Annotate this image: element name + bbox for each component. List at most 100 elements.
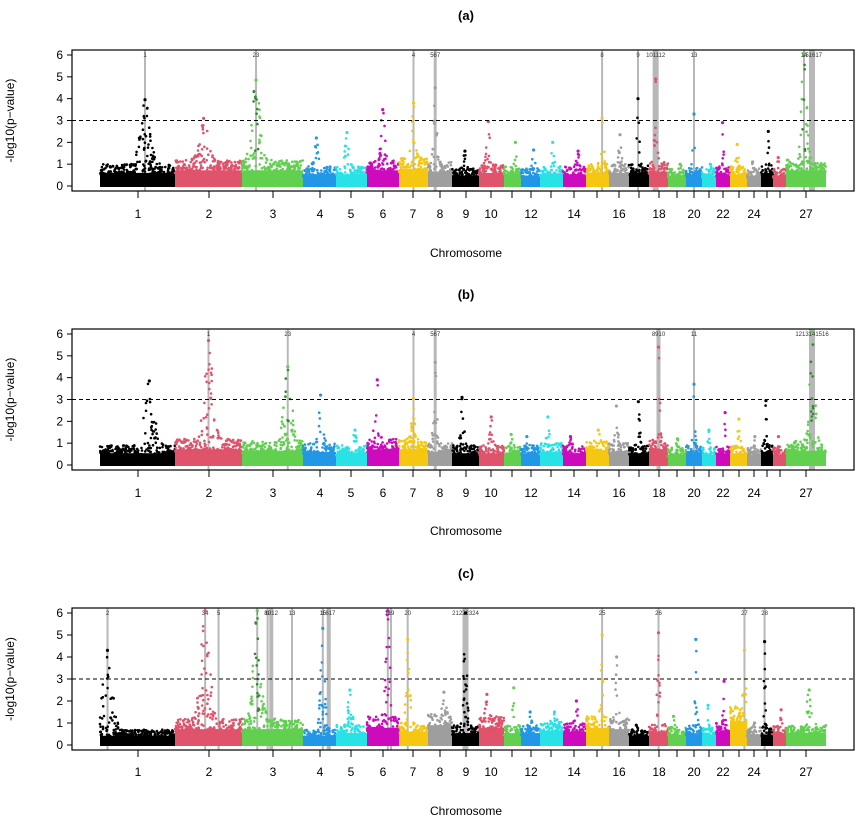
snp-point — [725, 169, 728, 172]
snp-point — [310, 162, 314, 166]
snp-point — [535, 174, 538, 177]
snp-point — [550, 448, 553, 452]
snp-point — [612, 172, 616, 176]
chromosome-11-points — [504, 432, 522, 466]
snp-point — [690, 163, 693, 166]
chromosome-14-points — [561, 149, 588, 187]
snp-point — [143, 164, 146, 168]
snp-point — [544, 172, 548, 176]
snp-point — [527, 453, 531, 457]
snp-point — [571, 452, 574, 456]
snp-point — [411, 449, 414, 452]
chromosome-20-points — [684, 112, 704, 187]
snp-point — [691, 149, 694, 152]
snp-point — [587, 164, 591, 168]
snp-point — [148, 135, 152, 138]
snp-point — [261, 440, 264, 444]
snp-point — [820, 164, 824, 168]
snp-point — [386, 449, 390, 453]
snp-point — [121, 447, 125, 451]
snp-point — [410, 120, 414, 123]
snp-point — [525, 442, 529, 445]
snp-point — [195, 165, 198, 169]
snp-point — [279, 446, 283, 450]
snp-point — [254, 164, 257, 168]
snp-point — [707, 170, 711, 174]
snp-point — [657, 433, 661, 436]
snp-point — [684, 452, 687, 456]
snp-point — [284, 395, 287, 398]
snp-point — [109, 170, 112, 173]
snp-point — [152, 430, 156, 433]
snp-point — [750, 175, 753, 179]
snp-point — [373, 441, 376, 445]
snp-point — [413, 445, 417, 449]
snp-point — [412, 417, 416, 421]
snp-point — [574, 174, 577, 178]
snp-point — [245, 446, 248, 450]
snp-point — [118, 453, 121, 457]
snp-point — [315, 446, 319, 449]
snp-point — [123, 163, 126, 166]
snp-point — [230, 161, 233, 164]
snp-point — [377, 434, 380, 437]
snp-point — [241, 171, 245, 174]
snp-point — [147, 143, 150, 146]
snp-point — [420, 450, 424, 454]
snp-point — [135, 150, 138, 154]
snp-point — [424, 447, 428, 451]
snp-point — [232, 445, 235, 448]
x-tick-label: 5 — [348, 207, 355, 221]
snp-point — [216, 436, 220, 440]
snp-point — [667, 450, 670, 454]
snp-point — [167, 163, 171, 167]
snp-point — [378, 157, 381, 161]
snp-point — [805, 130, 808, 133]
snp-point — [637, 435, 640, 439]
snp-point — [386, 162, 389, 165]
snp-point — [344, 447, 348, 450]
snp-point — [511, 170, 514, 173]
snp-point — [512, 443, 516, 447]
snp-point — [504, 173, 507, 177]
snp-point — [776, 166, 780, 170]
snp-point — [470, 172, 474, 176]
snp-point — [580, 453, 583, 457]
snp-point — [332, 168, 336, 172]
snp-point — [487, 449, 490, 453]
snp-point — [287, 419, 290, 423]
snp-point — [715, 445, 718, 449]
chromosome-5-points — [334, 130, 368, 187]
snp-point — [101, 452, 105, 455]
snp-point — [176, 439, 180, 443]
snp-point — [264, 161, 268, 164]
snp-point — [363, 171, 367, 174]
snp-point — [379, 134, 383, 138]
snp-point — [143, 453, 146, 456]
snp-point — [636, 400, 640, 404]
snp-point — [188, 448, 191, 452]
snp-point — [364, 444, 367, 448]
snp-point — [127, 173, 131, 177]
snp-point — [441, 169, 444, 173]
snp-point — [322, 172, 326, 175]
snp-point — [438, 172, 441, 175]
snp-point — [674, 442, 678, 445]
snp-point — [633, 443, 637, 447]
snp-point — [293, 435, 297, 438]
snp-point — [468, 173, 471, 177]
snp-point — [160, 166, 164, 169]
x-tick-label: 2 — [206, 207, 213, 221]
highlight-band — [601, 50, 604, 191]
snp-point — [206, 433, 209, 436]
snp-point — [324, 449, 328, 452]
snp-point — [148, 160, 152, 163]
snp-point — [343, 165, 346, 168]
snp-point — [478, 451, 482, 454]
snp-point — [157, 453, 160, 457]
snp-point — [140, 453, 144, 456]
snp-point — [801, 128, 804, 131]
snp-point — [771, 175, 775, 179]
snp-point — [702, 452, 706, 456]
snp-point — [706, 441, 710, 444]
